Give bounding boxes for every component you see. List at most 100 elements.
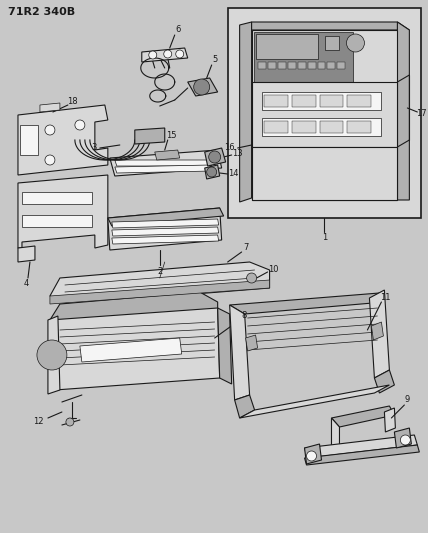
Text: 3: 3 [91,143,97,152]
Bar [320,121,343,133]
Polygon shape [112,227,219,236]
Circle shape [75,120,85,130]
Polygon shape [112,219,219,228]
Circle shape [45,155,55,165]
Polygon shape [40,103,60,112]
Bar [262,118,381,136]
Polygon shape [108,208,224,226]
Text: 71R2 340B: 71R2 340B [8,7,75,17]
Text: 2: 2 [157,266,162,276]
Polygon shape [394,428,411,448]
Polygon shape [18,246,35,262]
Polygon shape [218,308,232,384]
Polygon shape [50,308,220,390]
Circle shape [306,451,317,461]
Polygon shape [18,175,108,248]
Polygon shape [80,338,182,362]
Bar [22,215,92,227]
Bar [308,62,315,69]
Text: 16: 16 [224,143,235,152]
Circle shape [194,79,210,95]
Polygon shape [240,385,389,418]
Text: 18: 18 [68,98,78,107]
Text: 15: 15 [166,132,177,141]
Circle shape [247,273,257,283]
Bar [326,36,339,50]
Bar [268,62,276,69]
Bar [318,62,326,69]
Bar [348,121,372,133]
Polygon shape [305,445,419,465]
Polygon shape [50,262,270,304]
Bar [291,95,315,107]
Text: 4: 4 [24,279,29,288]
Polygon shape [235,395,255,418]
Polygon shape [384,408,395,432]
Bar [320,95,343,107]
Circle shape [346,34,364,52]
Polygon shape [305,435,417,458]
Bar [254,32,354,82]
Polygon shape [50,292,218,330]
Text: 14: 14 [229,169,239,179]
Circle shape [209,151,221,163]
Circle shape [207,167,217,177]
Polygon shape [246,335,258,351]
Text: 7: 7 [243,244,248,253]
Polygon shape [332,406,394,427]
Bar [262,92,381,110]
Circle shape [45,125,55,135]
Polygon shape [155,150,180,160]
Polygon shape [108,208,222,250]
Bar [258,62,266,69]
Bar [228,8,421,218]
Text: 1: 1 [322,233,327,243]
Circle shape [37,340,67,370]
Polygon shape [110,150,222,176]
Polygon shape [188,78,218,96]
Polygon shape [374,370,394,393]
Bar [252,82,397,147]
Text: 11: 11 [380,294,391,303]
Polygon shape [48,316,60,394]
Polygon shape [205,165,220,179]
Bar [288,62,296,69]
Polygon shape [18,105,108,175]
Bar [22,192,92,204]
Bar [278,62,285,69]
Text: 17: 17 [416,109,427,117]
Bar [337,62,345,69]
Polygon shape [115,165,212,173]
Bar [348,95,372,107]
Bar [291,121,315,133]
Circle shape [164,50,172,58]
Polygon shape [369,290,389,378]
Text: 9: 9 [405,395,410,405]
Circle shape [400,435,410,445]
Text: 10: 10 [268,265,279,274]
Polygon shape [332,418,339,452]
Text: 8: 8 [241,311,246,320]
Text: 12: 12 [33,417,43,426]
Bar [327,62,336,69]
Polygon shape [252,30,397,200]
Polygon shape [142,48,188,62]
Bar [264,95,288,107]
Polygon shape [115,160,212,166]
Polygon shape [397,22,409,200]
Polygon shape [230,293,384,314]
Polygon shape [252,22,409,30]
Bar [252,147,397,200]
Polygon shape [305,444,321,464]
Polygon shape [372,322,383,340]
Bar [20,125,38,155]
Text: 13: 13 [232,149,243,157]
Polygon shape [112,235,219,244]
Circle shape [176,50,184,58]
Polygon shape [230,305,250,400]
Polygon shape [135,128,165,144]
Polygon shape [240,22,252,202]
Polygon shape [205,148,226,166]
Circle shape [149,51,157,59]
Bar [297,62,306,69]
